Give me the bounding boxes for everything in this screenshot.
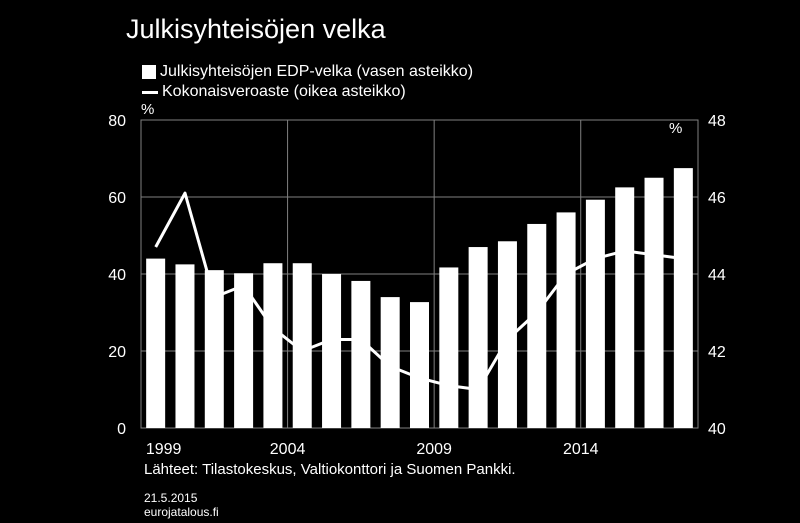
right-axis-unit: %: [669, 120, 683, 137]
legend-item-debt: Julkisyhteisöjen EDP-velka (vasen asteik…: [142, 61, 473, 83]
bar: [585, 199, 605, 428]
bar: [234, 273, 254, 428]
bar: [439, 267, 459, 428]
y-right-tick-label: 44: [708, 267, 726, 284]
bar: [204, 270, 224, 428]
bar: [351, 280, 371, 428]
bar: [292, 263, 312, 428]
x-tick-label: 2014: [563, 441, 599, 458]
bar: [644, 177, 664, 428]
footer-date: 21.5.2015: [144, 491, 198, 505]
bar: [322, 274, 342, 428]
legend-line-swatch: [142, 90, 158, 94]
footer-site: eurojatalous.fi: [144, 505, 219, 519]
bar: [263, 263, 283, 428]
x-tick-label: 1999: [146, 441, 182, 458]
legend-label-tax: Kokonaisveroaste (oikea asteikko): [162, 83, 406, 100]
bar: [175, 264, 195, 428]
y-left-tick-label: 20: [108, 344, 126, 361]
bar: [673, 168, 693, 428]
y-left-tick-label: 40: [108, 267, 126, 284]
source-note: Lähteet: Tilastokeskus, Valtiokonttori j…: [144, 461, 516, 478]
bar: [556, 212, 576, 428]
legend-label-debt: Julkisyhteisöjen EDP-velka (vasen asteik…: [160, 63, 474, 80]
bar: [615, 187, 635, 428]
y-left-tick-label: 80: [108, 113, 126, 130]
bar: [410, 302, 429, 428]
y-right-tick-label: 40: [708, 421, 726, 438]
legend-item-tax: Kokonaisveroaste (oikea asteikko): [142, 81, 406, 103]
x-tick-label: 2004: [270, 441, 306, 458]
bar: [497, 241, 517, 428]
bar: [380, 297, 400, 428]
x-tick-label: 2009: [416, 441, 452, 458]
chart-title: Julkisyhteisöjen velka: [126, 14, 386, 44]
y-right-tick-label: 48: [708, 113, 726, 130]
left-axis-unit: %: [141, 101, 155, 118]
y-right-tick-label: 42: [708, 344, 726, 361]
bar: [527, 223, 547, 428]
bar: [146, 258, 166, 428]
y-left-tick-label: 0: [117, 421, 126, 438]
y-left-tick-label: 60: [108, 190, 126, 207]
bar: [468, 247, 488, 428]
y-right-tick-label: 46: [708, 190, 726, 207]
legend-bar-swatch: [142, 65, 156, 79]
